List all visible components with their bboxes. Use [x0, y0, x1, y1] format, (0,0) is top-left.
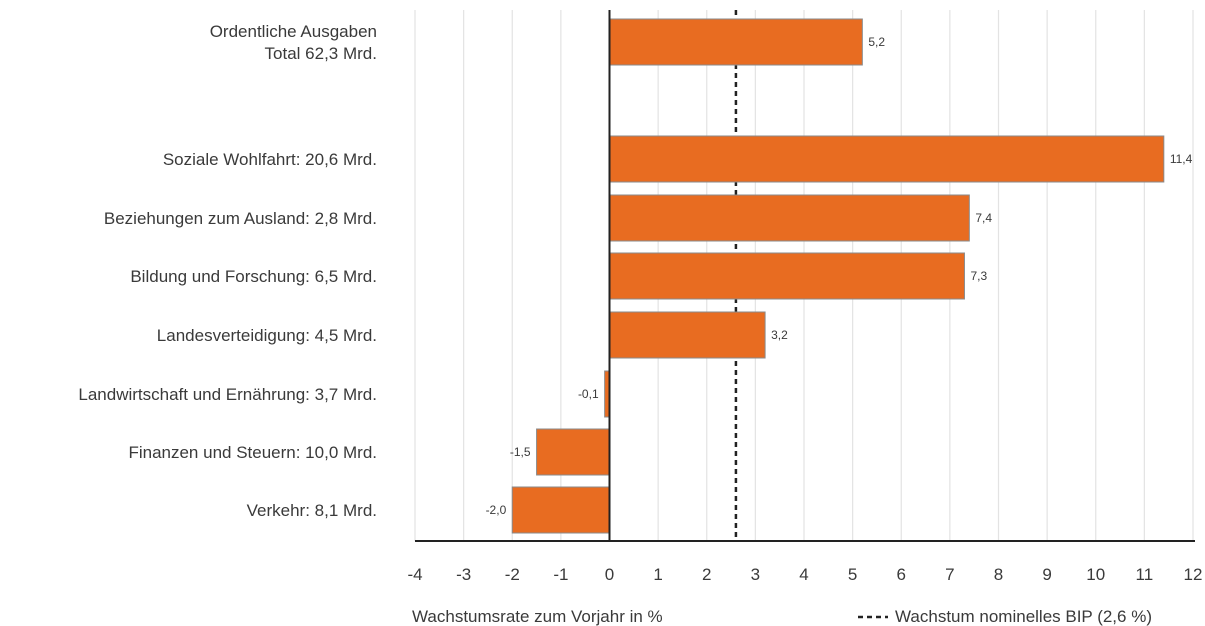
value-label: 11,4: [1170, 152, 1193, 166]
value-label: -2,0: [486, 503, 507, 517]
x-tick-label: 9: [1042, 565, 1051, 584]
x-tick-label: -3: [456, 565, 471, 584]
x-tick-label: 1: [653, 565, 662, 584]
x-tick-label: 3: [751, 565, 760, 584]
value-label: 7,4: [975, 211, 992, 225]
value-label: 3,2: [771, 328, 788, 342]
x-tick-label: 5: [848, 565, 857, 584]
x-tick-label: 12: [1184, 565, 1203, 584]
legend-label: Wachstum nominelles BIP (2,6 %): [895, 607, 1152, 626]
x-tick-label: 0: [605, 565, 614, 584]
labels: -4 -3 -2 -1 0 1 2 3 4 5 6 7 8 9 10 11 125,211,47,47,33,2…: [78, 22, 1202, 584]
category-label: Total 62,3 Mrd.: [265, 44, 377, 63]
category-label: Ordentliche Ausgaben: [210, 22, 377, 41]
bar: [511, 486, 610, 534]
x-tick-label: 10: [1086, 565, 1105, 584]
x-tick-label: 11: [1136, 565, 1154, 584]
value-label: 7,3: [970, 269, 987, 283]
x-tick-label: 8: [994, 565, 1003, 584]
bars: [511, 18, 1165, 534]
x-tick-label: -1: [553, 565, 568, 584]
axes: [415, 10, 1195, 542]
bar: [609, 18, 863, 66]
x-tick-label: 2: [702, 565, 711, 584]
category-label: Landesverteidigung: 4,5 Mrd.: [157, 326, 377, 345]
value-label: -1,5: [510, 445, 531, 459]
value-label: -0,1: [578, 387, 599, 401]
bar: [609, 311, 766, 359]
bar: [536, 428, 610, 476]
category-label: Bildung und Forschung: 6,5 Mrd.: [130, 267, 377, 286]
x-tick-label: 7: [945, 565, 954, 584]
category-label: Verkehr: 8,1 Mrd.: [247, 501, 377, 520]
value-label: 5,2: [868, 35, 885, 49]
x-tick-label: 4: [799, 565, 808, 584]
x-tick-label: 6: [897, 565, 906, 584]
category-label: Soziale Wohlfahrt: 20,6 Mrd.: [163, 150, 377, 169]
x-tick-label: -2: [505, 565, 520, 584]
x-tick-label: -4: [407, 565, 422, 584]
x-axis-title: Wachstumsrate zum Vorjahr in %: [412, 607, 663, 626]
bar: [609, 135, 1165, 183]
legend: Wachstum nominelles BIP (2,6 %): [858, 607, 1152, 626]
bar: [609, 252, 965, 300]
category-label: Beziehungen zum Ausland: 2,8 Mrd.: [104, 209, 377, 228]
category-label: Landwirtschaft und Ernährung: 3,7 Mrd.: [78, 385, 377, 404]
category-label: Finanzen und Steuern: 10,0 Mrd.: [128, 443, 377, 462]
bar: [609, 194, 970, 242]
